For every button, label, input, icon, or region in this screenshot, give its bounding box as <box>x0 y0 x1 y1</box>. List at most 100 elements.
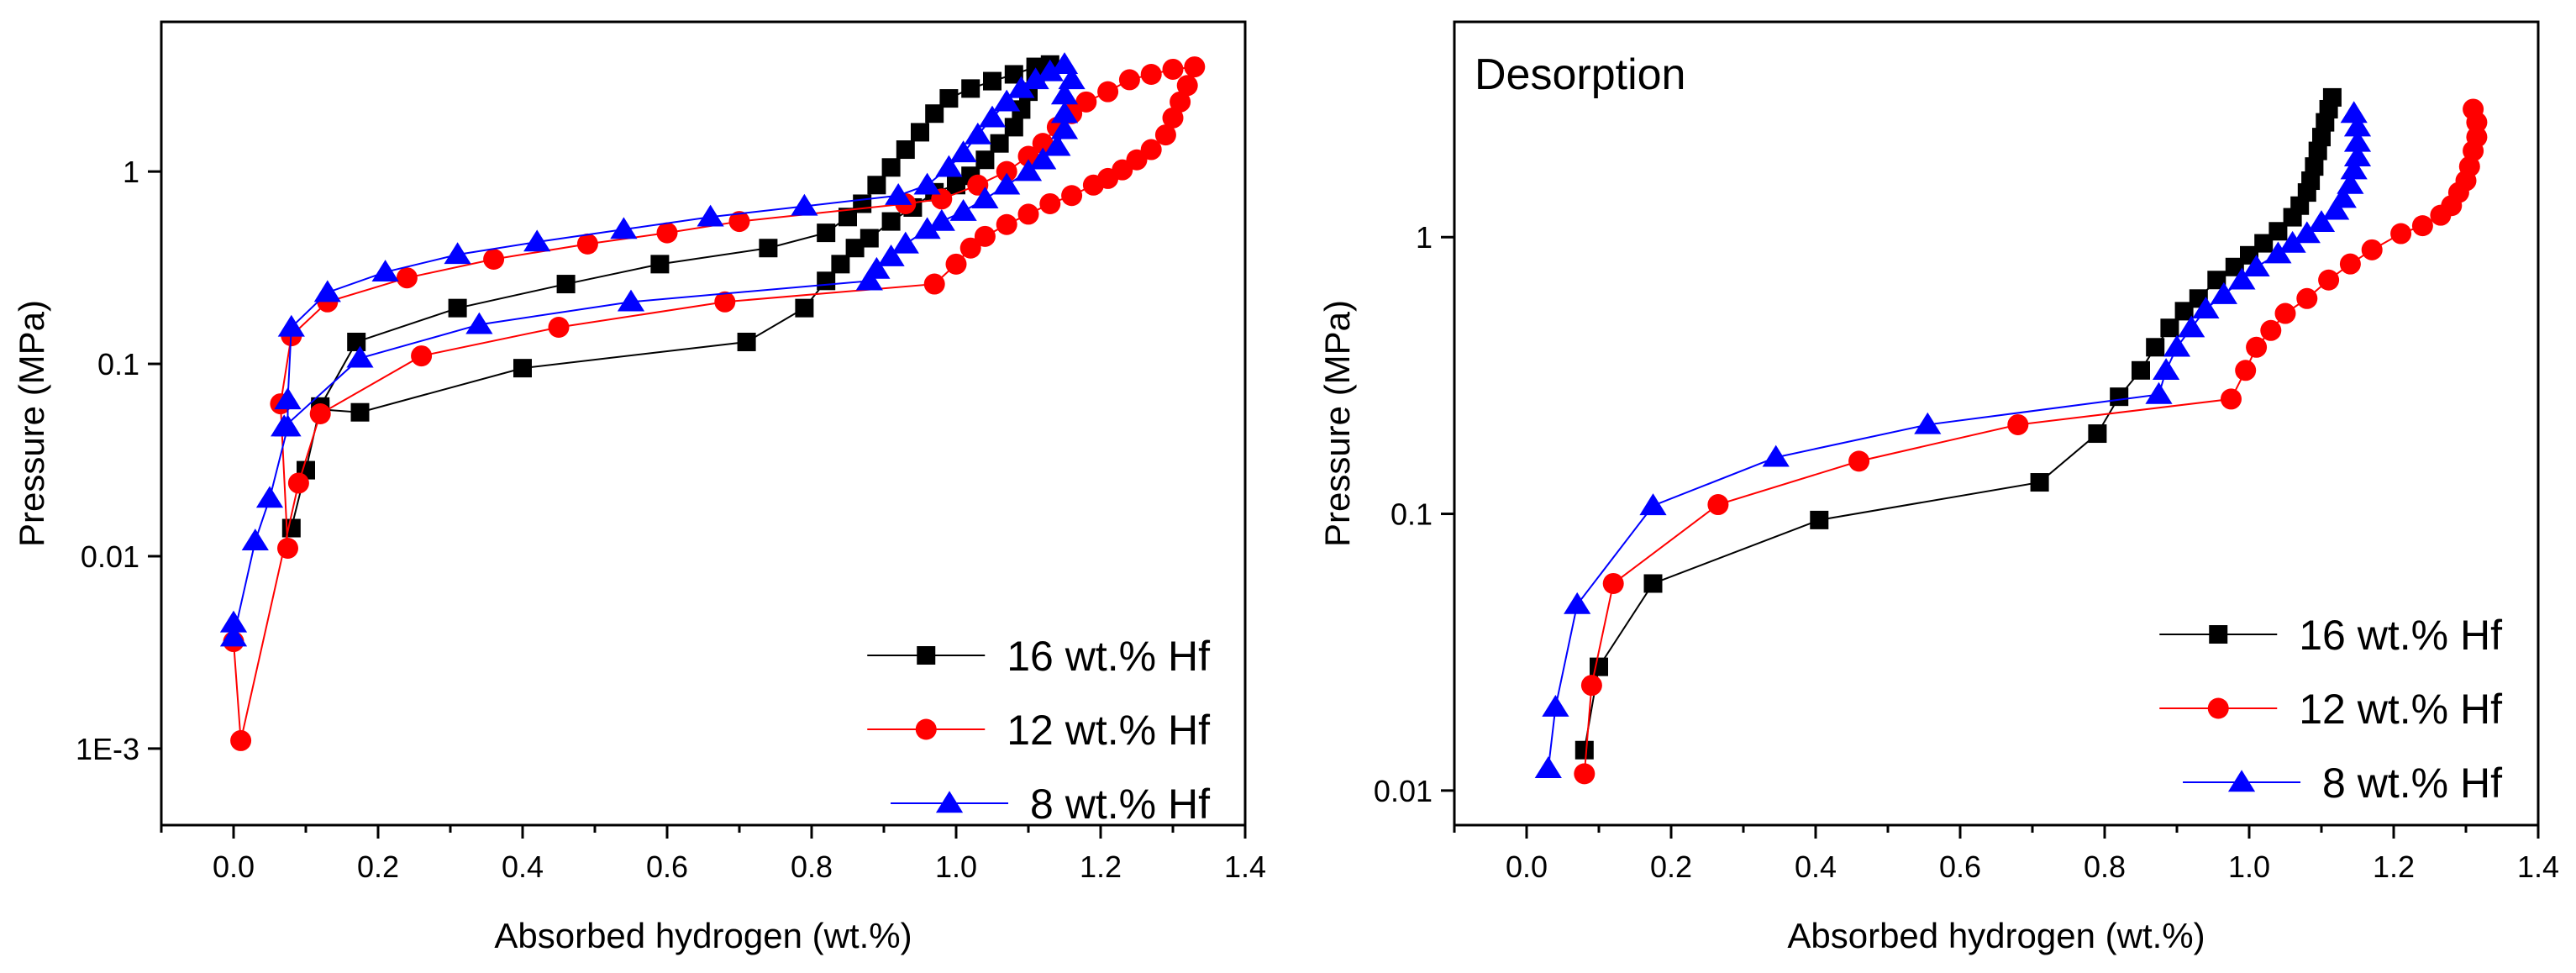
data-point <box>728 211 750 233</box>
legend-marker <box>2227 770 2256 792</box>
data-point <box>1170 91 1191 113</box>
data-point <box>350 402 370 422</box>
data-point <box>1050 117 1079 139</box>
data-point <box>287 472 309 494</box>
desorption-chart: Desorption 0.0 0.2 0.4 0.6 0.8 1.0 1.2 1.4 0.01… <box>1317 20 2559 955</box>
data-point <box>2293 221 2321 244</box>
data-point <box>1044 134 1071 156</box>
data-point <box>2361 239 2383 260</box>
x-tick-label: 0.6 <box>1939 849 1981 884</box>
data-point <box>993 89 1021 112</box>
data-point <box>990 134 1009 153</box>
x-tick-label: 1.4 <box>2517 849 2559 884</box>
legend: 16 wt.% Hf 12 wt.% Hf 8 wt.% Hf <box>2159 612 2502 807</box>
y-tick-label: 0.01 <box>1374 774 1433 808</box>
data-point <box>219 610 248 633</box>
legend-marker <box>915 718 937 740</box>
data-point <box>309 402 331 424</box>
data-point <box>1590 657 1608 676</box>
data-point <box>2316 113 2335 132</box>
data-point <box>949 140 977 163</box>
data-point <box>277 538 298 560</box>
x-tick-label: 0.0 <box>213 849 255 884</box>
x-tick-label: 1.4 <box>1224 849 1266 884</box>
data-point <box>1534 756 1562 778</box>
data-point <box>964 122 991 145</box>
x-tick-label: 0.4 <box>1795 849 1837 884</box>
data-point <box>2235 360 2257 381</box>
data-point <box>2145 381 2173 404</box>
data-point <box>817 271 836 291</box>
legend-label: 8 wt.% Hf <box>1030 781 1210 828</box>
data-point <box>1154 124 1176 146</box>
data-point <box>2030 473 2049 492</box>
y-axis: 1E-3 0.01 0.1 1 <box>76 155 161 766</box>
data-point <box>949 198 977 221</box>
data-point <box>2260 319 2282 341</box>
data-point <box>2279 230 2306 253</box>
x-tick-label: 1.0 <box>935 849 977 884</box>
data-point <box>983 71 1001 91</box>
data-point <box>2242 255 2270 276</box>
data-point <box>971 187 999 208</box>
data-point <box>959 237 981 259</box>
data-point <box>1140 63 1162 85</box>
data-point <box>1004 118 1023 137</box>
data-point <box>697 204 724 227</box>
data-point <box>975 150 995 170</box>
data-point <box>2246 336 2268 358</box>
x-axis-title: Absorbed hydrogen (wt.%) <box>494 916 912 955</box>
data-point <box>1574 763 1596 785</box>
data-point <box>2254 234 2274 253</box>
data-point <box>2163 334 2191 357</box>
legend-marker <box>935 791 964 813</box>
data-point <box>2318 269 2340 291</box>
x-tick-label: 1.0 <box>2228 849 2270 884</box>
data-point <box>313 280 341 302</box>
data-point <box>576 233 598 255</box>
data-point <box>2466 112 2488 134</box>
data-point <box>737 332 756 351</box>
legend-marker <box>917 646 936 665</box>
data-point <box>2343 129 2372 152</box>
data-point <box>230 729 252 751</box>
data-point <box>2210 281 2237 304</box>
legend-marker <box>2209 625 2228 644</box>
data-point <box>1050 82 1079 105</box>
data-point <box>855 268 883 291</box>
y-tick-label: 0.01 <box>81 539 139 574</box>
data-point <box>1707 494 1729 516</box>
data-point <box>1575 740 1594 760</box>
data-point <box>1162 58 1184 80</box>
y-tick-label: 1 <box>123 155 139 189</box>
y-tick-label: 1E-3 <box>76 732 139 766</box>
data-point <box>867 176 886 195</box>
data-point <box>2174 302 2194 321</box>
data-point <box>1542 695 1569 717</box>
data-point <box>2192 297 2220 318</box>
data-point <box>913 217 941 239</box>
data-point <box>2274 302 2296 324</box>
data-point <box>396 267 418 289</box>
y-axis-title: Pressure (MPa) <box>12 300 51 547</box>
data-point <box>923 273 945 295</box>
x-axis: 0.0 0.2 0.4 0.6 0.8 1.0 1.2 1.4 <box>1453 825 2559 884</box>
x-tick-label: 0.4 <box>502 849 544 884</box>
data-point <box>2160 318 2179 338</box>
y-tick-label: 1 <box>1416 220 1433 255</box>
x-tick-label: 0.8 <box>2084 849 2126 884</box>
data-point <box>1176 75 1198 97</box>
data-point <box>1162 107 1184 129</box>
plot-frame <box>1453 20 2540 827</box>
data-point <box>795 298 814 318</box>
series-square <box>281 55 1059 538</box>
data-point <box>2390 223 2412 245</box>
data-point <box>935 155 963 177</box>
data-point <box>853 194 872 213</box>
data-point <box>1639 493 1667 516</box>
data-point <box>881 212 901 231</box>
data-point <box>1848 450 1870 472</box>
data-point <box>347 332 366 351</box>
data-point <box>2322 197 2350 220</box>
